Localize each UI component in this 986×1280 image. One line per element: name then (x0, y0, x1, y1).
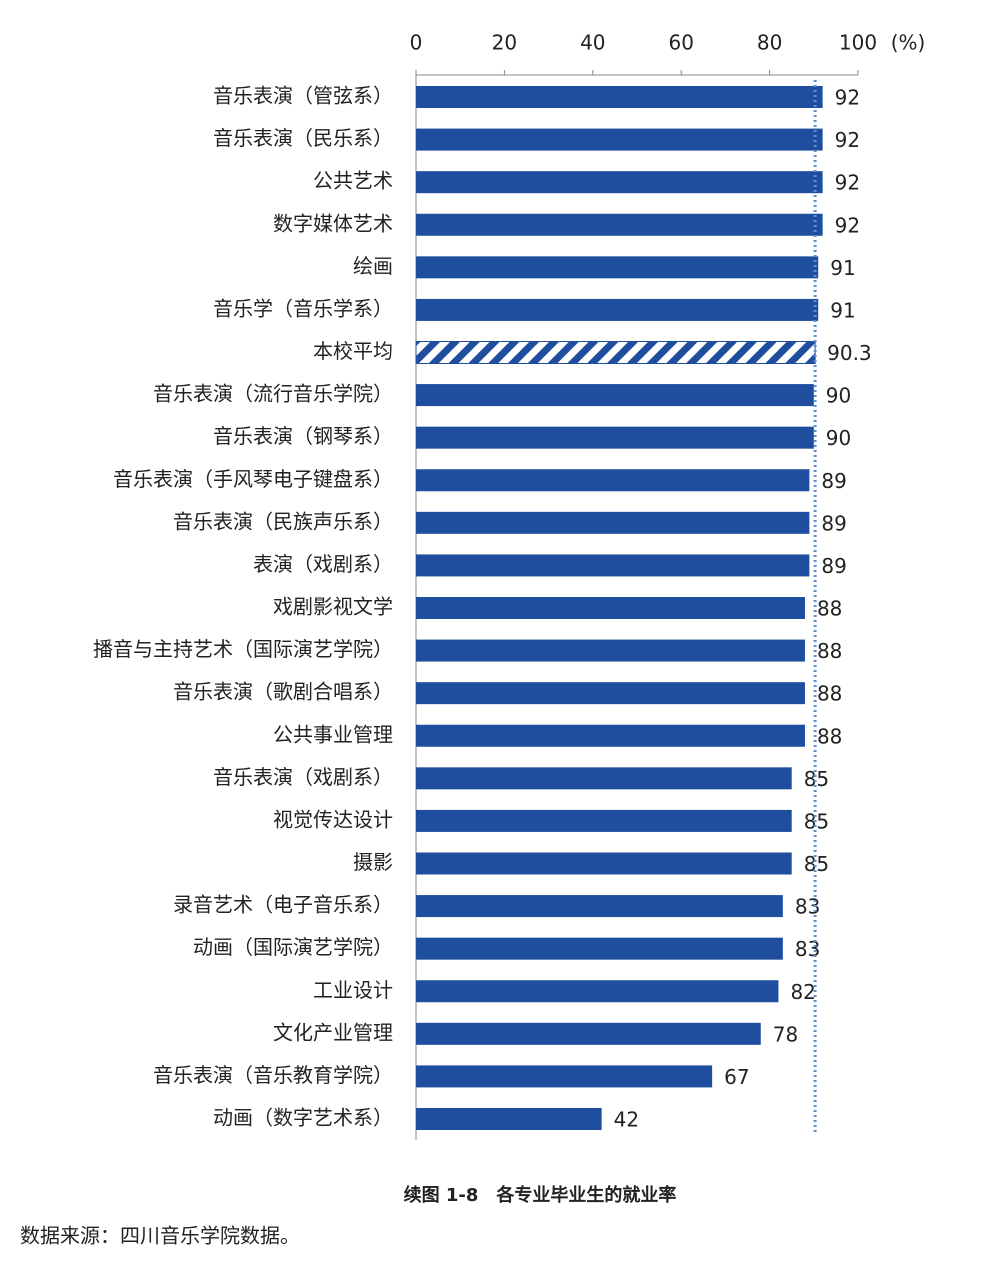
bar (416, 639, 805, 662)
bar (416, 86, 823, 108)
bar (416, 511, 810, 534)
bar (416, 682, 805, 705)
axis-unit: (%) (891, 31, 926, 55)
bar (415, 341, 816, 364)
y-tick-label: 摄影 (353, 850, 393, 874)
bar (416, 426, 814, 449)
bar (416, 1065, 713, 1088)
value-label: 90 (826, 384, 851, 408)
y-tick-label: 音乐表演（歌剧合唱系） (173, 680, 393, 704)
bar (416, 469, 810, 492)
bar (416, 213, 823, 236)
bar (416, 895, 783, 918)
y-tick-label: 公共艺术 (313, 169, 393, 193)
bar (416, 852, 792, 875)
value-label: 82 (790, 980, 815, 1004)
y-tick-label: 音乐表演（管弦系） (213, 84, 393, 108)
value-label: 90 (826, 426, 851, 450)
value-label: 92 (835, 86, 860, 110)
source-note: 数据来源：四川音乐学院数据。 (20, 1224, 300, 1248)
bar (416, 1022, 761, 1045)
y-tick-label: 视觉传达设计 (273, 807, 393, 831)
y-tick-label: 工业设计 (313, 978, 393, 1002)
bar (416, 384, 814, 407)
x-tick-label: 100 (839, 31, 877, 55)
value-label: 91 (830, 298, 855, 322)
y-tick-label: 公共事业管理 (273, 722, 393, 746)
y-tick-label: 数字媒体艺术 (273, 211, 393, 235)
value-label: 88 (817, 682, 842, 706)
chart-title: 续图 1-8 各专业毕业生的就业率 (404, 1184, 677, 1206)
value-label: 88 (817, 639, 842, 663)
y-tick-label: 音乐学（音乐学系） (213, 296, 393, 320)
value-label: 92 (835, 171, 860, 195)
y-tick-label: 戏剧影视文学 (273, 595, 393, 619)
bar (416, 980, 779, 1003)
value-label: 89 (821, 511, 846, 535)
value-label: 92 (835, 213, 860, 237)
bar (416, 1108, 602, 1130)
bar (416, 724, 805, 747)
value-label: 88 (817, 597, 842, 621)
bar (416, 809, 792, 832)
bar (416, 128, 823, 151)
bar (416, 171, 823, 194)
value-label: 67 (724, 1065, 749, 1089)
y-tick-label: 音乐表演（戏剧系） (213, 765, 393, 789)
x-tick-label: 0 (410, 31, 423, 55)
x-tick-label: 80 (757, 31, 782, 55)
x-tick-label: 60 (668, 31, 693, 55)
bar (416, 767, 792, 790)
y-tick-label: 音乐表演（民乐系） (213, 126, 393, 150)
bar (416, 937, 783, 960)
bar (416, 597, 805, 619)
y-tick-label: 音乐表演（流行音乐学院） (153, 382, 393, 406)
value-label: 92 (835, 128, 860, 152)
x-tick-label: 40 (580, 31, 605, 55)
y-tick-label: 播音与主持艺术（国际演艺学院） (93, 637, 393, 661)
y-tick-label: 音乐表演（手风琴电子键盘系） (113, 467, 393, 491)
y-tick-label: 表演（戏剧系） (253, 552, 393, 576)
y-tick-label: 录音艺术（电子音乐系） (173, 893, 393, 917)
value-label: 89 (821, 554, 846, 578)
value-label: 90.3 (827, 341, 872, 365)
bar (416, 298, 819, 321)
value-label: 88 (817, 724, 842, 748)
y-tick-label: 本校平均 (313, 339, 393, 363)
bar (416, 554, 810, 577)
y-tick-label: 音乐表演（钢琴系） (213, 424, 393, 448)
y-tick-label: 绘画 (353, 254, 393, 278)
y-tick-label: 动画（数字艺术系） (213, 1106, 393, 1130)
y-tick-label: 音乐表演（民族声乐系） (173, 509, 393, 533)
value-label: 89 (821, 469, 846, 493)
x-tick-label: 20 (492, 31, 517, 55)
bar (416, 256, 819, 279)
value-label: 78 (773, 1022, 798, 1046)
y-tick-label: 音乐表演（音乐教育学院） (153, 1063, 393, 1087)
y-tick-label: 动画（国际演艺学院） (193, 935, 393, 959)
y-tick-label: 文化产业管理 (273, 1020, 393, 1044)
value-label: 91 (830, 256, 855, 280)
value-label: 42 (614, 1108, 639, 1132)
